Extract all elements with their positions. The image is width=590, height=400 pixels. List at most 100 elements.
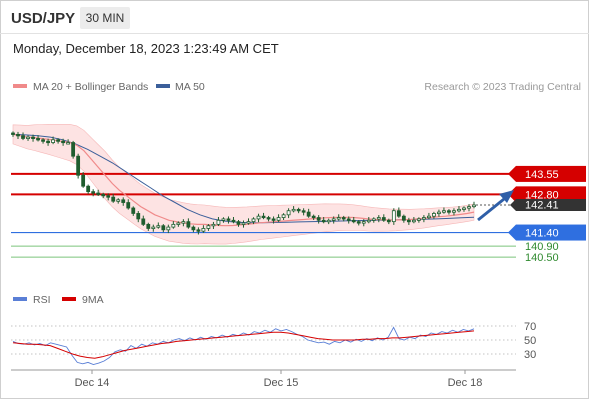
candle-body-29 bbox=[156, 225, 161, 228]
header-divider bbox=[0, 33, 589, 34]
candle-body-22 bbox=[121, 199, 126, 203]
candle-body-65 bbox=[336, 217, 341, 220]
candle-body-70 bbox=[361, 221, 366, 224]
candle-body-73 bbox=[376, 217, 381, 220]
candle-body-42 bbox=[221, 218, 226, 221]
candle-body-18 bbox=[101, 193, 106, 197]
rsi-line bbox=[12, 326, 475, 365]
candle-body-26 bbox=[141, 218, 146, 225]
candle-body-2 bbox=[21, 135, 25, 139]
legend-swatch-rsi bbox=[13, 297, 27, 301]
timeframe-badge[interactable]: 30 MIN bbox=[80, 7, 130, 29]
candle-body-59 bbox=[306, 211, 311, 217]
candle-body-69 bbox=[356, 221, 361, 224]
candle-body-50 bbox=[261, 215, 266, 219]
candle-body-21 bbox=[116, 199, 121, 202]
candle-body-37 bbox=[196, 229, 201, 232]
candlesticks bbox=[11, 131, 476, 235]
rsi-tick-70: 70 bbox=[524, 321, 536, 333]
candle-body-56 bbox=[291, 208, 296, 212]
candle-body-81 bbox=[416, 218, 421, 221]
candle-body-88 bbox=[452, 210, 456, 213]
legend-label-ma20: MA 20 + Bollinger Bands bbox=[33, 81, 148, 93]
candle-body-7 bbox=[46, 140, 50, 144]
candle-body-9 bbox=[56, 139, 60, 142]
candle-body-58 bbox=[301, 210, 306, 213]
candle-body-14 bbox=[81, 174, 86, 187]
resistance-label-143.55: 143.55 bbox=[525, 169, 559, 181]
candle-body-67 bbox=[346, 218, 351, 221]
candle-body-0 bbox=[11, 132, 15, 135]
source-credit: Research © 2023 Trading Central bbox=[424, 81, 581, 93]
candle-body-46 bbox=[241, 222, 246, 225]
candle-body-10 bbox=[61, 140, 66, 144]
candle-body-13 bbox=[76, 155, 81, 176]
legend-label-9ma: 9MA bbox=[82, 294, 104, 306]
candle-body-92 bbox=[472, 204, 476, 208]
rsi-9ma-line bbox=[12, 330, 475, 359]
candle-body-86 bbox=[442, 210, 446, 213]
resistance-label-142.80: 142.80 bbox=[525, 189, 559, 201]
timestamp: Monday, December 18, 2023 1:23:49 AM CET bbox=[13, 41, 279, 56]
current-price-label: 142.41 bbox=[525, 200, 559, 212]
candle-body-20 bbox=[111, 196, 116, 202]
candle-body-63 bbox=[326, 219, 331, 223]
current-price-tag-pointer bbox=[510, 199, 516, 211]
candle-body-3 bbox=[26, 136, 30, 139]
candle-body-43 bbox=[226, 218, 231, 221]
resistance-tag-142.80 bbox=[516, 186, 586, 203]
rsi-tick-50: 50 bbox=[524, 335, 536, 347]
legend-swatch-9ma bbox=[62, 297, 76, 301]
candle-body-53 bbox=[276, 217, 281, 221]
candle-body-44 bbox=[231, 219, 236, 223]
x-tick-label-0: Dec 14 bbox=[75, 377, 110, 389]
candle-body-72 bbox=[371, 218, 376, 221]
candle-body-33 bbox=[176, 222, 181, 225]
candle-body-80 bbox=[411, 219, 416, 223]
support-tag-141.40 bbox=[516, 224, 586, 241]
target-label-140.50: 140.50 bbox=[525, 252, 559, 264]
candle-body-16 bbox=[91, 191, 96, 194]
candle-body-64 bbox=[331, 218, 336, 221]
candle-body-71 bbox=[366, 219, 371, 223]
candle-body-8 bbox=[51, 139, 55, 143]
candle-body-41 bbox=[216, 219, 221, 225]
candle-body-38 bbox=[201, 228, 206, 232]
legend-label-ma50: MA 50 bbox=[175, 81, 205, 93]
candle-body-32 bbox=[171, 223, 176, 228]
candle-body-62 bbox=[321, 219, 326, 223]
candle-body-28 bbox=[151, 226, 156, 229]
candle-body-75 bbox=[386, 219, 391, 223]
candle-body-34 bbox=[181, 221, 186, 224]
candle-body-83 bbox=[427, 215, 431, 219]
candle-body-51 bbox=[266, 217, 271, 220]
candle-body-39 bbox=[206, 225, 211, 229]
legend-swatch-ma20 bbox=[13, 84, 27, 88]
candle-body-35 bbox=[186, 221, 191, 228]
rsi-panel: 70 50 30 bbox=[11, 321, 536, 365]
candle-body-45 bbox=[236, 221, 241, 225]
candle-body-25 bbox=[136, 213, 141, 220]
x-axis: Dec 14 Dec 15 Dec 18 bbox=[75, 370, 482, 389]
candle-body-85 bbox=[437, 211, 441, 214]
candle-body-31 bbox=[166, 226, 171, 231]
legend-swatch-ma50 bbox=[156, 84, 170, 88]
candle-body-1 bbox=[16, 133, 20, 137]
candle-body-74 bbox=[381, 217, 386, 221]
candle-body-4 bbox=[31, 136, 35, 139]
candle-body-24 bbox=[131, 207, 136, 214]
candle-body-84 bbox=[432, 213, 436, 217]
rsi-tick-30: 30 bbox=[524, 349, 536, 361]
candle-body-55 bbox=[286, 210, 291, 216]
support-tag-pointer-141.40 bbox=[508, 224, 516, 241]
candle-body-23 bbox=[126, 202, 131, 209]
candle-body-82 bbox=[421, 217, 426, 220]
target-label-140.90: 140.90 bbox=[525, 241, 559, 253]
candle-body-61 bbox=[316, 217, 321, 221]
candle-body-90 bbox=[462, 207, 466, 210]
resistance-tag-pointer-142.80 bbox=[508, 186, 516, 203]
candle-body-5 bbox=[36, 138, 40, 141]
